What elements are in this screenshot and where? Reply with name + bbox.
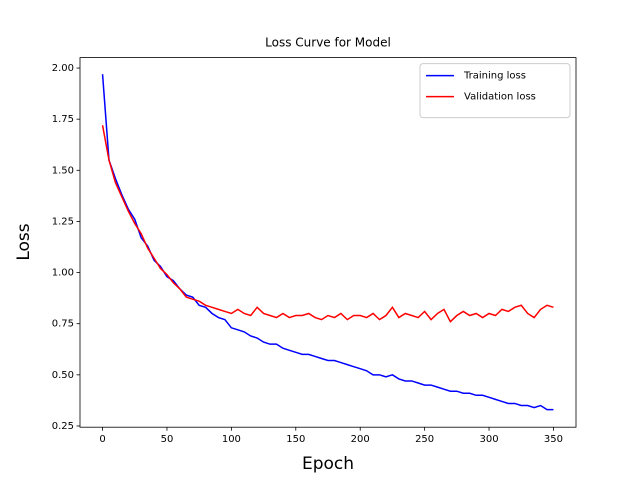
legend-label: Validation loss <box>464 92 536 103</box>
y-tick-label: 0.50 <box>52 370 74 381</box>
x-tick-label: 50 <box>161 434 174 445</box>
y-axis-label: Loss <box>14 223 34 260</box>
plot-frame <box>79 57 577 428</box>
y-tick-label: 2.00 <box>52 63 74 74</box>
x-tick-label: 0 <box>99 434 105 445</box>
x-tick-label: 350 <box>544 434 563 445</box>
y-tick-label: 0.25 <box>52 421 74 432</box>
y-tick-label: 1.00 <box>52 268 74 279</box>
x-tick-label: 150 <box>286 434 305 445</box>
y-tick-label: 0.75 <box>52 319 74 330</box>
y-tick-label: 1.50 <box>52 165 74 176</box>
y-tick-label: 1.75 <box>52 114 74 125</box>
x-tick-label: 250 <box>415 434 434 445</box>
x-axis-label: Epoch <box>302 454 354 474</box>
legend: Training loss Validation loss <box>419 63 571 119</box>
legend-label: Training loss <box>463 71 526 82</box>
y-tick-label: 1.25 <box>52 216 74 227</box>
x-tick-label: 200 <box>351 434 370 445</box>
x-tick-label: 100 <box>222 434 241 445</box>
x-tick-label: 300 <box>479 434 498 445</box>
legend-box <box>419 63 571 119</box>
data-line <box>101 125 554 323</box>
chart-title: Loss Curve for Model <box>265 36 391 50</box>
